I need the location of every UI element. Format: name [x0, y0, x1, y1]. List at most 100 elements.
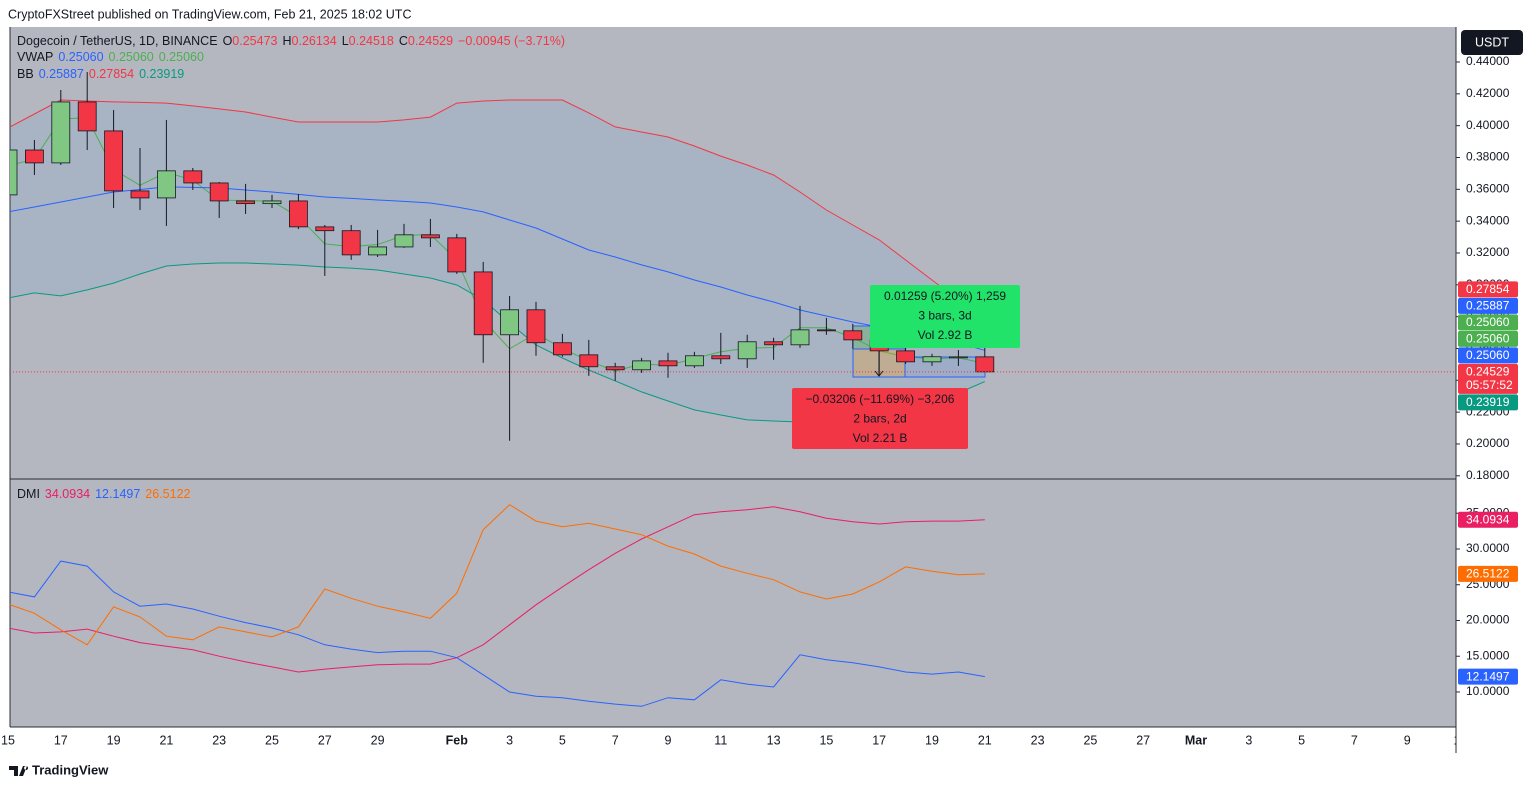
candle-body — [605, 366, 625, 371]
countdown: 05:57:52 — [1466, 378, 1513, 392]
x-tick-label: 11 — [1454, 733, 1467, 747]
indicator-value: 12.1497 — [95, 487, 141, 501]
candle-body — [526, 309, 546, 344]
x-tick-label: 5 — [1298, 733, 1305, 747]
indicator-value: 0.25060 — [108, 50, 154, 64]
ohlc-value: 0.26134 — [291, 34, 337, 48]
price-tag — [1458, 363, 1518, 394]
candle-body — [447, 237, 467, 273]
candle-body — [183, 170, 203, 184]
price-tag-label: 34.0934 — [1466, 512, 1510, 526]
pane-background — [10, 27, 1456, 727]
ohlc-value: 0.24518 — [348, 34, 394, 48]
x-tick-label: 9 — [1404, 733, 1411, 747]
candle-body — [51, 101, 71, 164]
candle-body — [553, 342, 572, 356]
candle-body — [764, 341, 783, 346]
price-tag-label: 26.5122 — [1466, 567, 1510, 581]
y-tick-label: 0.20000 — [1466, 436, 1510, 450]
price-tag — [1458, 330, 1518, 347]
candle-body — [10, 149, 18, 196]
time-axis — [0, 727, 1536, 753]
measure-text: −0.03206 (−11.69%) −3,206 — [806, 392, 955, 406]
y-tick-label: 0.40000 — [1466, 118, 1510, 132]
indicator-value: 34.0934 — [44, 487, 91, 501]
candle-body — [632, 360, 651, 371]
price-tag-label: 12.1497 — [1466, 669, 1510, 683]
candle-body — [130, 190, 150, 199]
x-tick-label: 7 — [1351, 733, 1358, 747]
indicator-value: 0.25887 — [38, 67, 84, 81]
ohlc-key: O — [222, 34, 233, 48]
x-tick-label: 15 — [819, 733, 833, 747]
candle-body — [24, 149, 44, 164]
symbol: Dogecoin / TetherUS, 1D, BINANCE — [17, 34, 218, 48]
dmi-minus — [10, 560, 985, 707]
y-tick-label: 15.0000 — [1466, 648, 1510, 662]
measure-text: 0.01259 (5.20%) 1,259 — [884, 289, 1006, 303]
price-tag-label: 0.25060 — [1466, 332, 1510, 346]
price-tag — [1458, 347, 1518, 364]
ohlc-key: H — [282, 34, 292, 48]
price-tag-label: 0.23919 — [1466, 395, 1510, 409]
adx — [10, 504, 985, 646]
price-tag — [1458, 668, 1518, 685]
x-tick-label: 25 — [1083, 733, 1097, 747]
y-tick-label: 0.44000 — [1466, 54, 1510, 68]
candle-body — [975, 356, 995, 373]
price-tag-label: 0.25060 — [1466, 348, 1510, 362]
candle-body — [896, 350, 915, 363]
y-tick-label: 10.0000 — [1466, 684, 1510, 698]
candle-body — [579, 354, 599, 368]
symbol-legend: Dogecoin / TetherUS, 1D, BINANCE O0.25473… — [17, 34, 570, 48]
price-tags: 0.27854 0.25887 0.25060 0.25060 0.25060 0.245… — [1458, 281, 1518, 685]
indicator-value: 0.25060 — [158, 50, 204, 64]
x-tick-label: 9 — [665, 733, 672, 747]
x-tick-label: 21 — [978, 733, 992, 747]
candle-body — [104, 130, 123, 192]
price-tag-label: 0.25887 — [1466, 299, 1510, 313]
price-tag — [1458, 281, 1518, 298]
indicator-value: 0.25060 — [58, 50, 104, 64]
bb-upper — [10, 99, 986, 320]
y-tick-label: 0.42000 — [1466, 86, 1510, 100]
candle-body — [156, 170, 176, 199]
candle-body — [394, 234, 414, 248]
x-tick-label: 15 — [1, 733, 15, 747]
dmi-plus — [10, 506, 985, 673]
candle-body — [288, 200, 308, 228]
ohlc-value: 0.25473 — [232, 34, 278, 48]
currency-button[interactable] — [1461, 30, 1523, 55]
bb-legend: BB 0.25887 0.27854 0.23919 — [17, 67, 189, 81]
x-tick-label: 23 — [1031, 733, 1045, 747]
x-tick-label: 27 — [318, 733, 332, 747]
x-tick-label: 13 — [767, 733, 781, 747]
brand: TradingView — [32, 762, 109, 777]
y-tick-label: 0.34000 — [1466, 213, 1510, 227]
x-tick-label: 29 — [371, 733, 385, 747]
date-axis: 15 17 19 21 23 25 27 29 Feb 3 5 7 9 11 13 15 17 19 21 23 25 2… — [1, 733, 1467, 747]
price-tag-label: 0.27854 — [1466, 282, 1510, 296]
measure-zone — [904, 356, 986, 378]
currency-label[interactable]: USDT — [1475, 35, 1509, 49]
ohlc-value: 0.24529 — [407, 34, 454, 48]
x-tick-label: Mar — [1185, 733, 1207, 747]
candle-body — [236, 200, 256, 205]
x-tick-label: Feb — [446, 733, 469, 747]
x-tick-label: 19 — [107, 733, 121, 747]
y-tick-label: 30.0000 — [1466, 541, 1510, 555]
attribution: CryptoFXStreet published on TradingView.… — [8, 7, 411, 21]
indicator-name: DMI — [17, 487, 40, 501]
dmi-pane — [10, 504, 985, 707]
y-tick-label: 0.36000 — [1466, 181, 1510, 195]
candle-body — [658, 360, 678, 367]
price-tag-label: 0.25060 — [1466, 315, 1510, 329]
x-tick-label: 3 — [506, 733, 513, 747]
indicator-value: 0.27854 — [88, 67, 135, 81]
y-tick-label: 20.0000 — [1466, 613, 1510, 627]
candle-body — [737, 341, 757, 360]
candle-body — [711, 355, 731, 360]
ohlc-key: L — [341, 34, 349, 48]
indicator-value: 26.5122 — [145, 487, 191, 501]
